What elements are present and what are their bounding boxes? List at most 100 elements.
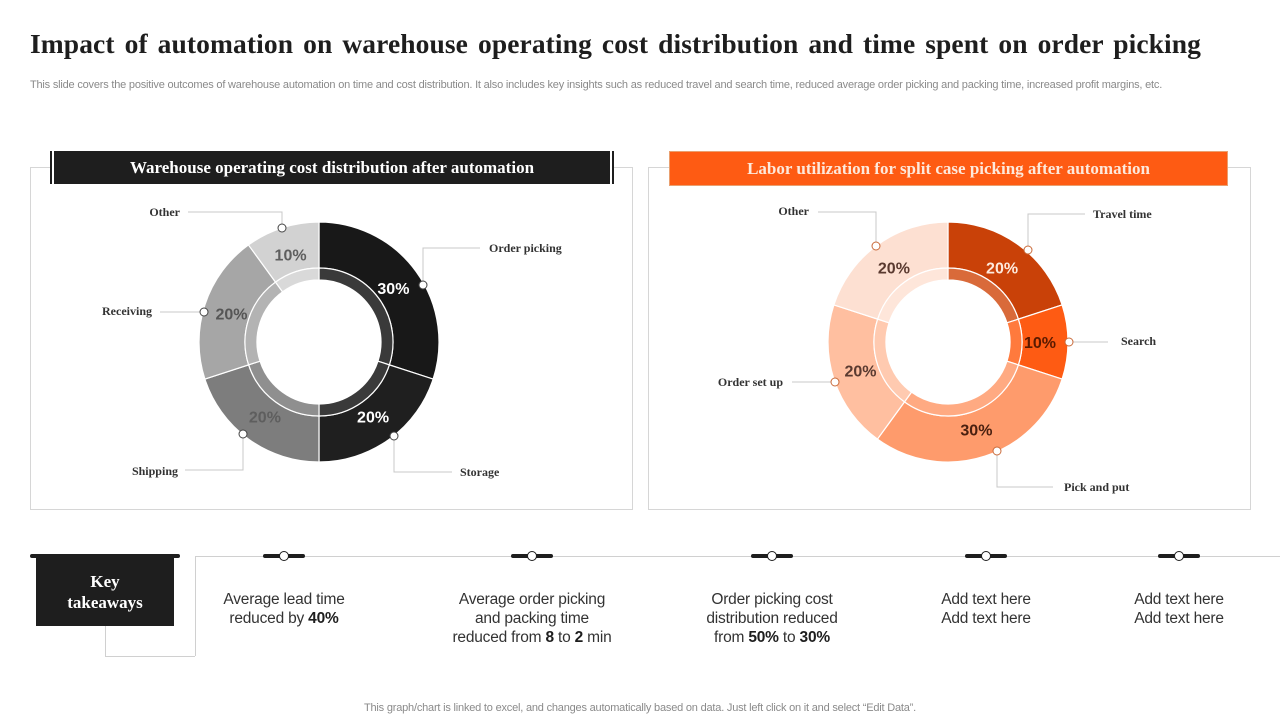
takeaway-line: Add text here bbox=[886, 590, 1086, 609]
takeaway-line: distribution reduced bbox=[672, 609, 872, 628]
timeline-marker-dot bbox=[527, 551, 537, 561]
takeaway-text: Average order picking and packing time red… bbox=[432, 590, 632, 647]
takeaway-timeline bbox=[195, 556, 1280, 557]
takeaway-highlight: 8 bbox=[545, 629, 554, 646]
takeaway-highlight: 2 bbox=[574, 629, 584, 646]
takeaway-text-part: and packing time bbox=[475, 610, 589, 627]
takeaway-text-part: to bbox=[553, 629, 575, 646]
takeaway-text-part: Average order picking bbox=[458, 591, 606, 608]
data-label-search: 10% bbox=[1024, 335, 1056, 352]
takeaway-text-part: min bbox=[583, 629, 612, 646]
footer-note: This graph/chart is linked to excel, and… bbox=[364, 702, 916, 714]
takeaway-text-part: reduced by bbox=[229, 610, 309, 627]
callout-dot-order-set-up bbox=[830, 377, 840, 387]
takeaway-highlight: 40% bbox=[308, 610, 339, 627]
data-label-receiving: 20% bbox=[215, 307, 247, 324]
key-connector bbox=[195, 556, 196, 656]
callout-line-storage bbox=[393, 436, 452, 473]
takeaway-line: Average order picking bbox=[432, 590, 632, 609]
takeaway-text-part: Add text here bbox=[1134, 610, 1224, 627]
callout-dot-travel-time bbox=[1023, 245, 1033, 255]
takeaway-text-part: Add text here bbox=[941, 610, 1031, 627]
data-label-shipping: 20% bbox=[249, 409, 281, 426]
takeaway-text: Add text here Add text here bbox=[1079, 590, 1279, 628]
callout-line-pick-and-put bbox=[996, 451, 1053, 488]
page-subtitle: This slide covers the positive outcomes … bbox=[30, 79, 1163, 91]
cost-distribution-chart-title: Warehouse operating cost distribution af… bbox=[52, 151, 612, 184]
timeline-marker bbox=[263, 551, 305, 561]
callout-dot-other bbox=[871, 241, 881, 251]
donut-slice-pick-and-put[interactable] bbox=[876, 364, 1063, 463]
callout-dot-shipping bbox=[238, 429, 248, 439]
donut-slice-inner-other bbox=[274, 267, 320, 293]
labor-utilization-donut[interactable]: 20% Travel time 10% Search 30% Pick and put 20… bbox=[718, 204, 1157, 494]
takeaway-line: Order picking cost bbox=[672, 590, 872, 609]
takeaway-line: and packing time bbox=[432, 609, 632, 628]
timeline-marker-dot bbox=[981, 551, 991, 561]
callout-line-order-picking bbox=[422, 247, 480, 285]
callout-line-other bbox=[818, 211, 877, 246]
takeaway-text-part: Order picking cost bbox=[711, 591, 833, 608]
takeaway-highlight: 30% bbox=[799, 629, 831, 646]
timeline-marker bbox=[511, 551, 553, 561]
data-label-storage: 20% bbox=[357, 409, 389, 426]
key-takeaways-bar bbox=[30, 554, 180, 558]
takeaway-text: Order picking cost distribution reduced fr… bbox=[672, 590, 872, 647]
callout-dot-order-picking bbox=[418, 280, 428, 290]
timeline-marker bbox=[751, 551, 793, 561]
donut-slice-inner-other bbox=[876, 267, 949, 324]
callout-dot-search bbox=[1064, 337, 1074, 347]
timeline-marker bbox=[965, 551, 1007, 561]
cost-distribution-donut[interactable]: 30% Order picking 20% Storage 20% Shipping 20%… bbox=[102, 205, 562, 479]
category-label-shipping: Shipping bbox=[132, 464, 178, 478]
callout-line-shipping bbox=[185, 434, 244, 471]
category-label-travel-time: Travel time bbox=[1093, 207, 1152, 221]
takeaway-text-part: from bbox=[714, 629, 749, 646]
category-label-other: Other bbox=[149, 205, 180, 219]
takeaway-line: reduced by 40% bbox=[184, 609, 384, 628]
data-label-other: 20% bbox=[878, 261, 910, 278]
timeline-marker bbox=[1158, 551, 1200, 561]
callout-dot-storage bbox=[389, 431, 399, 441]
timeline-marker-dot bbox=[1174, 551, 1184, 561]
takeaway-text-part: Add text here bbox=[1134, 591, 1224, 608]
key-takeaways-line2: takeaways bbox=[67, 593, 143, 612]
takeaway-text-part: Average lead time bbox=[223, 591, 345, 608]
takeaway-line: reduced from 8 to 2 min bbox=[432, 628, 632, 647]
callout-line-travel-time bbox=[1027, 213, 1085, 250]
takeaway-line: from 50% to 30% bbox=[672, 628, 872, 647]
takeaway-line: Add text here bbox=[1079, 590, 1279, 609]
category-label-receiving: Receiving bbox=[102, 304, 152, 318]
category-label-other: Other bbox=[778, 204, 809, 218]
data-label-other: 10% bbox=[275, 248, 307, 265]
data-label-order-picking: 30% bbox=[377, 281, 409, 298]
takeaway-text-part: distribution reduced bbox=[706, 610, 838, 627]
takeaway-text-part: reduced from bbox=[452, 629, 546, 646]
takeaway-text-part: Add text here bbox=[941, 591, 1031, 608]
timeline-marker-dot bbox=[767, 551, 777, 561]
takeaway-line: Add text here bbox=[886, 609, 1086, 628]
category-label-storage: Storage bbox=[460, 465, 500, 479]
callout-line-other bbox=[188, 211, 283, 228]
timeline-marker-dot bbox=[279, 551, 289, 561]
donut-slice-inner-search bbox=[1006, 318, 1023, 366]
takeaway-line: Add text here bbox=[1079, 609, 1279, 628]
key-connector bbox=[105, 656, 195, 657]
takeaway-highlight: 50% bbox=[748, 629, 779, 646]
page-title: Impact of automation on warehouse operat… bbox=[30, 28, 1202, 59]
key-takeaways-line1: Key bbox=[90, 572, 120, 591]
data-label-order-set-up: 20% bbox=[844, 363, 876, 380]
callout-dot-other bbox=[277, 223, 287, 233]
callout-dot-pick-and-put bbox=[992, 446, 1002, 456]
callout-dot-receiving bbox=[199, 307, 209, 317]
category-label-order-picking: Order picking bbox=[489, 241, 562, 255]
takeaway-text: Average lead time reduced by 40% bbox=[184, 590, 384, 628]
takeaway-text: Add text here Add text here bbox=[886, 590, 1086, 628]
category-label-pick-and-put: Pick and put bbox=[1064, 480, 1129, 494]
takeaway-text-part: to bbox=[778, 629, 800, 646]
category-label-search: Search bbox=[1121, 334, 1156, 348]
key-connector bbox=[105, 626, 106, 656]
takeaway-line: Average lead time bbox=[184, 590, 384, 609]
labor-utilization-chart-title: Labor utilization for split case picking… bbox=[669, 151, 1228, 186]
